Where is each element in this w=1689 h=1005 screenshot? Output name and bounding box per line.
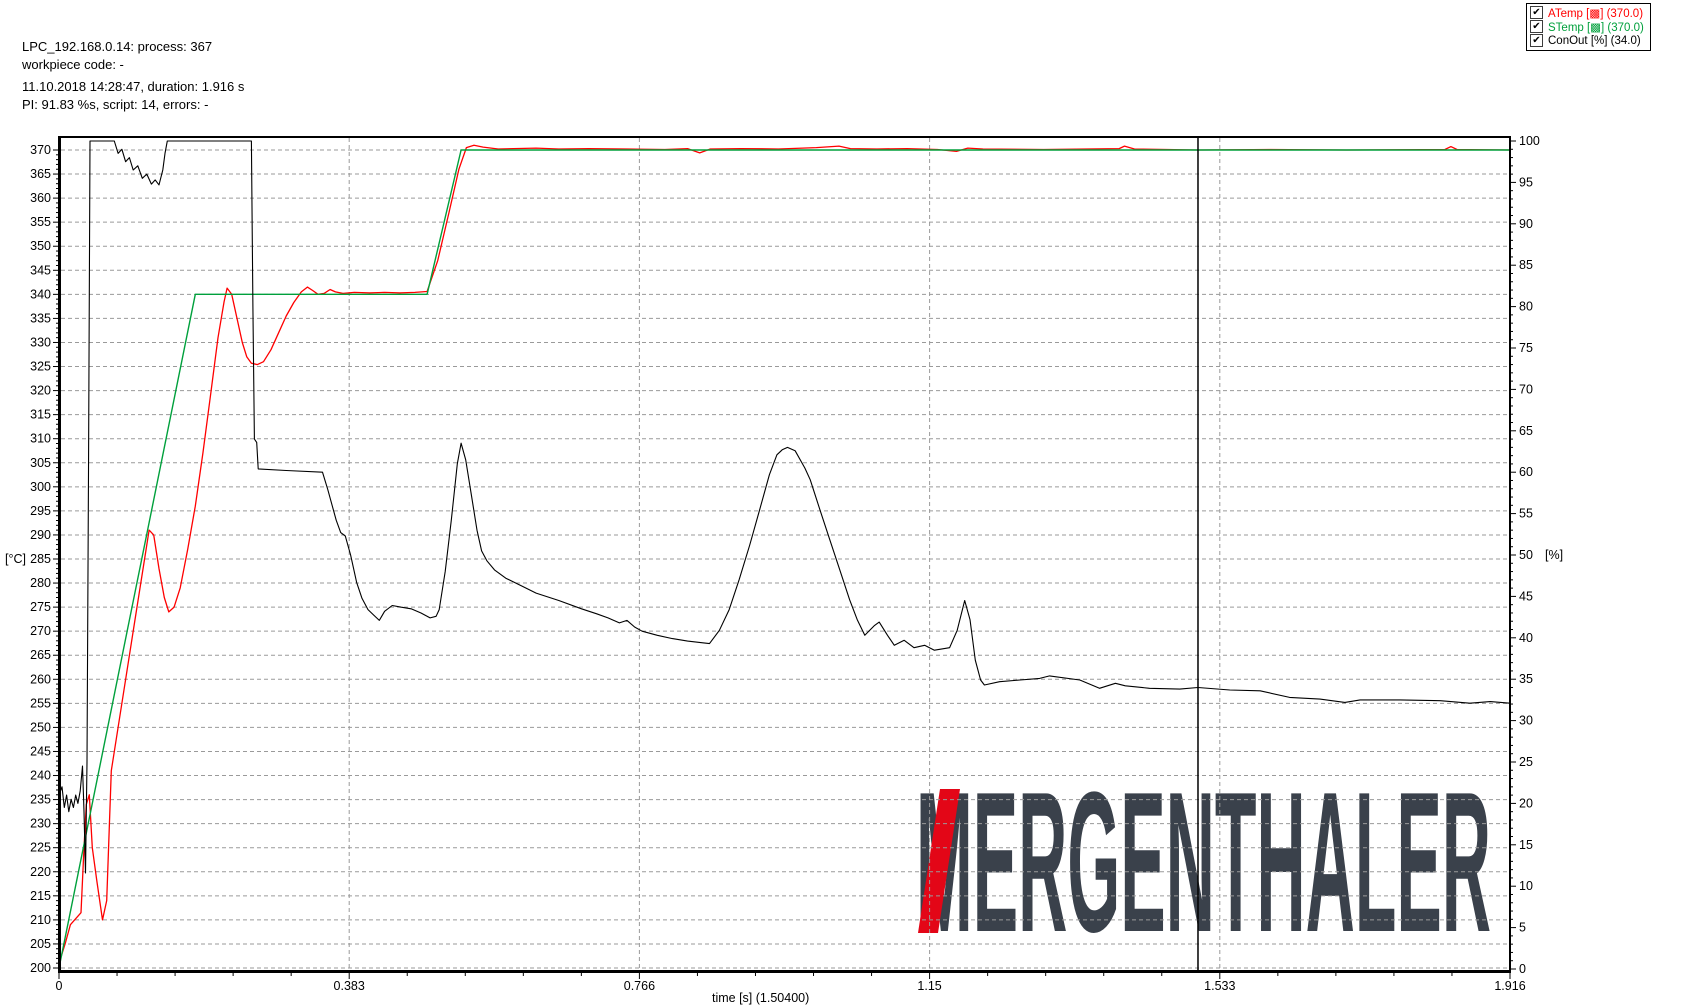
temp-tick-label: 240 [30,769,51,783]
temp-tick-label: 315 [30,408,51,422]
temp-tick-label: 265 [30,648,51,662]
atemp-curve [58,144,1511,964]
temp-tick-label: 230 [30,817,51,831]
time-tick-label: 1.916 [1494,979,1525,993]
atemp-checkbox-icon[interactable]: ✔ [1530,6,1543,19]
plot-border [58,136,1511,973]
percent-tick-label: 5 [1519,921,1526,935]
legend-item-stemp[interactable]: ✔ STemp [▩] (370.0) [1530,20,1644,34]
percent-tick-label: 80 [1519,300,1533,314]
percent-tick-label: 0 [1519,962,1526,976]
percent-tick-label: 85 [1519,258,1533,272]
timestamp-line: 11.10.2018 14:28:47, duration: 1.916 s [22,79,245,94]
percent-tick-label: 55 [1519,507,1533,521]
percent-tick-label: 70 [1519,382,1533,396]
temp-tick-label: 345 [30,263,51,277]
temp-tick-label: 300 [30,480,51,494]
percent-tick-label: 10 [1519,879,1533,893]
conout-curve [58,140,1511,874]
stemp-curve [58,149,1511,969]
percent-tick-label: 30 [1519,714,1533,728]
x-axis-title: time [s] (1.50400) [712,991,810,1005]
percent-tick-label: 100 [1519,134,1540,148]
time-tick-label: 1.533 [1204,979,1235,993]
temp-tick-label: 370 [30,143,51,157]
temp-tick-label: 205 [30,937,51,951]
percent-tick-label: 35 [1519,672,1533,686]
temp-tick-label: 295 [30,504,51,518]
process-id-line: LPC_192.168.0.14: process: 367 [22,39,213,54]
percent-tick-label: 20 [1519,796,1533,810]
temp-tick-label: 290 [30,528,51,542]
temp-tick-label: 285 [30,552,51,566]
left-axis-unit: [°C] [5,552,26,566]
temp-tick-label: 305 [30,456,51,470]
temp-tick-label: 210 [30,913,51,927]
temp-tick-label: 360 [30,191,51,205]
pi-script-line: PI: 91.83 %s, script: 14, errors: - [22,97,209,112]
temp-tick-label: 225 [30,841,51,855]
legend-label-conout: ConOut [%] (34.0) [1548,34,1641,47]
time-tick-label: 0.383 [334,979,365,993]
process-info: LPC_192.168.0.14: process: 367 workpiece… [22,38,244,114]
temp-tick-label: 235 [30,793,51,807]
axis-labels: 2002052102152202252302352402452502552602… [5,134,1563,993]
legend: ✔ ATemp [▩] (370.0) ✔ STemp [▩] (370.0) … [1526,3,1651,51]
temp-tick-label: 325 [30,360,51,374]
percent-tick-label: 75 [1519,341,1533,355]
percent-tick-label: 60 [1519,465,1533,479]
temp-tick-label: 365 [30,167,51,181]
temp-tick-label: 270 [30,624,51,638]
time-tick-label: 1.15 [917,979,941,993]
percent-tick-label: 90 [1519,217,1533,231]
temp-tick-label: 280 [30,576,51,590]
temp-tick-label: 215 [30,889,51,903]
legend-item-atemp[interactable]: ✔ ATemp [▩] (370.0) [1530,6,1644,20]
logo-text: MERGENTHALER [916,785,1491,937]
temp-tick-label: 335 [30,311,51,325]
temp-tick-label: 200 [30,961,51,975]
temp-tick-label: 320 [30,384,51,398]
percent-tick-label: 40 [1519,631,1533,645]
percent-tick-label: 15 [1519,838,1533,852]
time-tick-label: 0.766 [624,979,655,993]
workpiece-line: workpiece code: - [22,57,124,72]
percent-tick-label: 25 [1519,755,1533,769]
percent-tick-label: 95 [1519,175,1533,189]
temp-tick-label: 330 [30,335,51,349]
conout-checkbox-icon[interactable]: ✔ [1530,34,1543,47]
percent-tick-label: 45 [1519,589,1533,603]
legend-label-atemp: ATemp [▩] (370.0) [1548,7,1644,20]
legend-item-conout[interactable]: ✔ ConOut [%] (34.0) [1530,34,1644,47]
temp-tick-label: 310 [30,432,51,446]
temp-tick-label: 250 [30,720,51,734]
temp-tick-label: 340 [30,287,51,301]
temp-tick-label: 255 [30,696,51,710]
right-axis-unit: [%] [1545,548,1563,562]
stemp-checkbox-icon[interactable]: ✔ [1530,20,1543,33]
temp-tick-label: 350 [30,239,51,253]
mergenthaler-logo: MERGENTHALER [916,751,1516,974]
temp-tick-label: 275 [30,600,51,614]
gridlines [61,138,1509,971]
legend-label-stemp: STemp [▩] (370.0) [1548,21,1644,34]
axis-ticks [53,140,1516,979]
temp-tick-label: 220 [30,865,51,879]
logo-accent-m-stroke [918,789,960,933]
temp-tick-label: 355 [30,215,51,229]
percent-tick-label: 65 [1519,424,1533,438]
time-tick-label: 0 [56,979,63,993]
temp-tick-label: 260 [30,672,51,686]
percent-tick-label: 50 [1519,548,1533,562]
temp-tick-label: 245 [30,744,51,758]
